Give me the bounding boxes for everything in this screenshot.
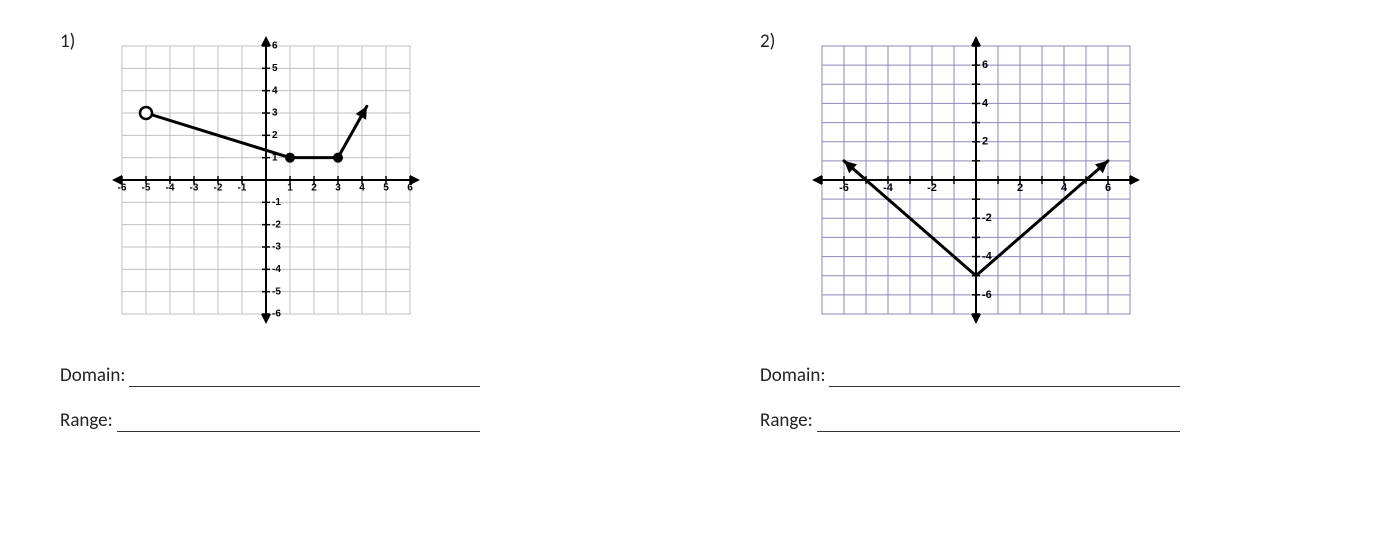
- svg-text:-6: -6: [272, 309, 281, 320]
- svg-text:-6: -6: [839, 182, 849, 194]
- chart-1: -6-5-4-3-2-1123456-6-5-4-3-2-1123456: [106, 30, 426, 330]
- range-row: Range:: [60, 409, 480, 432]
- svg-text:-1: -1: [238, 182, 247, 193]
- domain-blank[interactable]: [129, 366, 480, 387]
- range-row: Range:: [760, 409, 1180, 432]
- range-blank[interactable]: [817, 411, 1180, 432]
- svg-text:-2: -2: [214, 182, 223, 193]
- worksheet: 1) -6-5-4-3-2-1123456-6-5-4-3-2-1123456 …: [60, 30, 1316, 454]
- problem-number: 1): [60, 30, 88, 53]
- svg-text:2: 2: [1017, 182, 1023, 194]
- svg-text:-2: -2: [272, 219, 281, 230]
- range-label: Range:: [760, 409, 813, 432]
- svg-text:-4: -4: [272, 264, 281, 275]
- domain-row: Domain:: [60, 364, 480, 387]
- svg-text:6: 6: [407, 182, 413, 193]
- svg-text:4: 4: [982, 97, 989, 109]
- svg-text:2: 2: [272, 130, 278, 141]
- svg-text:-6: -6: [118, 182, 127, 193]
- svg-text:-5: -5: [142, 182, 151, 193]
- svg-text:-6: -6: [982, 289, 992, 301]
- svg-text:4: 4: [272, 85, 278, 96]
- svg-text:6: 6: [272, 41, 278, 52]
- svg-text:-3: -3: [190, 182, 199, 193]
- svg-text:-2: -2: [927, 182, 937, 194]
- svg-text:2: 2: [311, 182, 317, 193]
- svg-text:-2: -2: [982, 212, 992, 224]
- domain-label: Domain:: [760, 364, 825, 387]
- problem-number: 2): [760, 30, 788, 53]
- svg-text:1: 1: [287, 182, 293, 193]
- range-blank[interactable]: [117, 411, 480, 432]
- svg-text:5: 5: [383, 182, 389, 193]
- svg-text:3: 3: [335, 182, 341, 193]
- chart-2: -6-4-2246-6-4-2246: [806, 30, 1146, 330]
- problem-1: 1) -6-5-4-3-2-1123456-6-5-4-3-2-1123456 …: [60, 30, 480, 454]
- problem-2: 2) -6-4-2246-6-4-2246 Domain: Range:: [760, 30, 1180, 454]
- svg-text:5: 5: [272, 63, 278, 74]
- svg-text:-4: -4: [166, 182, 175, 193]
- svg-text:4: 4: [359, 182, 365, 193]
- domain-row: Domain:: [760, 364, 1180, 387]
- svg-text:-5: -5: [272, 286, 281, 297]
- svg-text:-4: -4: [883, 182, 894, 194]
- svg-text:2: 2: [982, 136, 988, 148]
- svg-text:-3: -3: [272, 242, 281, 253]
- domain-blank[interactable]: [829, 366, 1180, 387]
- svg-text:4: 4: [1061, 182, 1068, 194]
- range-label: Range:: [60, 409, 113, 432]
- domain-label: Domain:: [60, 364, 125, 387]
- svg-text:6: 6: [1105, 182, 1111, 194]
- svg-text:3: 3: [272, 108, 278, 119]
- svg-text:6: 6: [982, 59, 988, 71]
- svg-text:-1: -1: [272, 197, 281, 208]
